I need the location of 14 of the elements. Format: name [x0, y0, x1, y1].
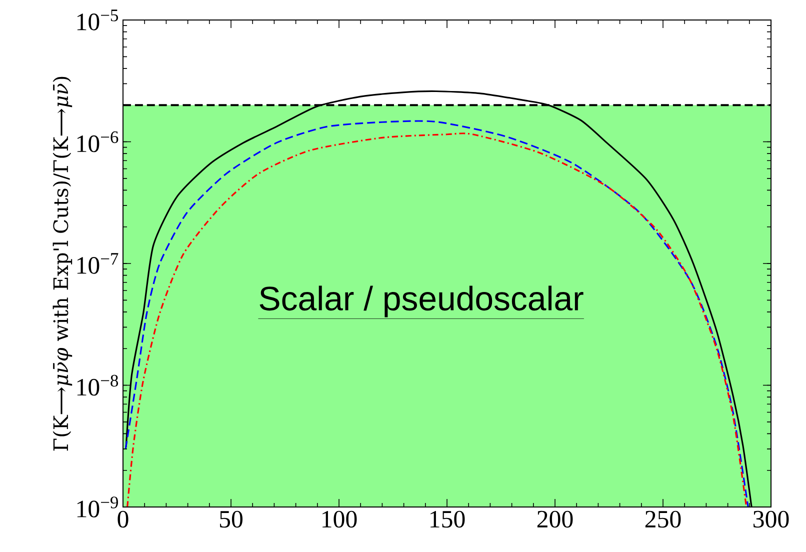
y-tick-label: 10$^{−7}$	[77, 253, 118, 274]
x-tick-label: 250	[645, 510, 681, 528]
y-tick-label: 10$^{−9}$	[77, 496, 118, 518]
annotation: Scalar / pseudoscalar	[260, 286, 584, 318]
x-tick-label: 100	[322, 510, 357, 528]
y-tick-label: 10$^{−8}$	[77, 374, 118, 396]
x-tick-label: 0	[118, 510, 128, 528]
x-tick-label: 150	[430, 510, 465, 528]
x-tick-label: 200	[537, 510, 573, 528]
y-axis-title: Γ(K⟶μν̄φ with Exp'l Cuts)/Γ(K⟶μν̄)	[52, 76, 72, 451]
y-tick-label: 10$^{−5}$	[77, 10, 118, 30]
x-tick-label: 300	[754, 510, 789, 528]
y-tick-label: 10$^{−6}$	[77, 131, 118, 152]
x-tick-label: 50	[220, 510, 242, 528]
